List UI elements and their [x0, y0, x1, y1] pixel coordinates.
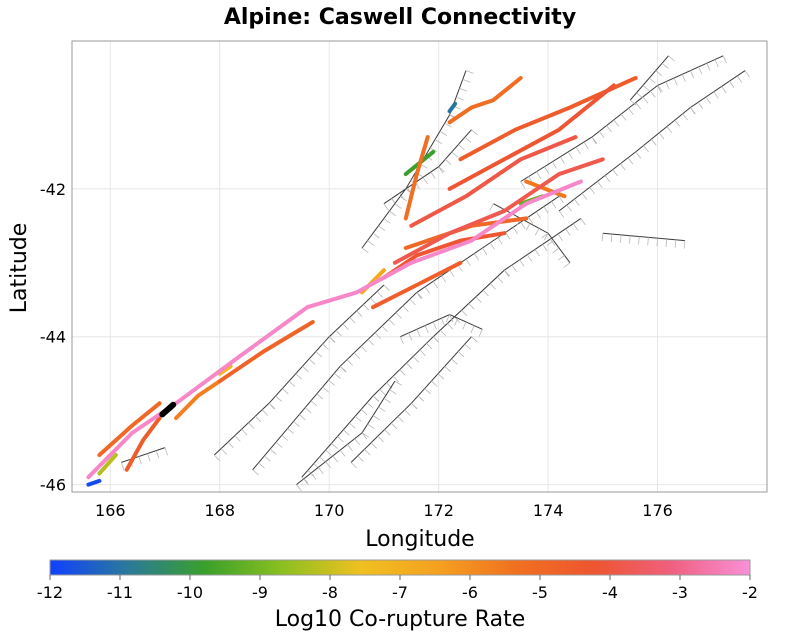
x-tick-label: 170: [314, 501, 345, 520]
corupture-fault: [403, 135, 430, 221]
background-fault: [350, 336, 478, 469]
colorbar-tick-label: -5: [532, 583, 548, 602]
background-fault: [296, 380, 402, 492]
colorbar: [49, 559, 751, 576]
x-tick-label: 176: [642, 501, 673, 520]
source-fault: [159, 401, 177, 418]
y-tick-label: -44: [40, 328, 66, 347]
colorbar-label: Log10 Co-rupture Rate: [275, 607, 526, 632]
colorbar-tick-label: -4: [602, 583, 618, 602]
x-tick-label: 166: [95, 501, 126, 520]
colorbar-tick-label: -11: [107, 583, 133, 602]
background-fault: [252, 195, 564, 476]
y-axis-label: Latitude: [7, 223, 32, 314]
background-fault: [301, 217, 586, 483]
corupture-fault: [174, 379, 222, 421]
background-fault: [213, 284, 390, 462]
y-tick-label: -42: [40, 180, 66, 199]
corupture-faults: [86, 76, 638, 487]
plot-frame: [71, 40, 768, 493]
background-fault: [361, 70, 474, 254]
colorbar-ticks: -12 -11 -10 -9 -8 -7 -6 -5 -4 -3 -2: [37, 575, 758, 602]
x-axis-label: Longitude: [365, 527, 474, 552]
colorbar-tick-label: -2: [742, 583, 758, 602]
x-tick-label: 172: [423, 501, 454, 520]
x-tick-label: 174: [533, 501, 564, 520]
corupture-fault: [86, 179, 583, 480]
chart-title: Alpine: Caswell Connectivity: [224, 5, 576, 30]
x-axis-ticks: 166 168 170 172 174 176: [95, 501, 673, 520]
corupture-fault: [124, 416, 162, 472]
colorbar-tick-label: -6: [462, 583, 478, 602]
colorbar-tick-label: -12: [37, 583, 63, 602]
corupture-fault: [217, 320, 315, 384]
colorbar-tick-label: -10: [177, 583, 203, 602]
colorbar-tick-label: -3: [672, 583, 688, 602]
corupture-fault: [97, 401, 162, 457]
source-fault-layer: [159, 401, 177, 418]
corupture-fault: [86, 478, 102, 487]
background-faults: [120, 55, 750, 492]
background-fault: [601, 232, 686, 249]
background-fault: [558, 70, 750, 218]
corupture-fault: [524, 179, 567, 199]
x-tick-label: 168: [204, 501, 235, 520]
corupture-fault: [447, 101, 458, 114]
corupture-fault: [447, 76, 523, 125]
background-fault: [520, 55, 727, 189]
corupture-fault: [409, 135, 578, 228]
corupture-fault: [371, 260, 463, 310]
plot-area: [72, 41, 767, 492]
corupture-fault: [392, 157, 605, 265]
y-tick-label: -46: [40, 476, 66, 495]
y-axis-ticks: -42 -44 -46: [40, 180, 66, 495]
colorbar-tick-label: -8: [322, 583, 338, 602]
colorbar-tick-label: -7: [392, 583, 408, 602]
background-fault: [629, 55, 675, 106]
colorbar-tick-label: -9: [252, 583, 268, 602]
corupture-fault: [217, 364, 233, 376]
corupture-fault: [447, 83, 616, 191]
corupture-fault: [97, 453, 118, 476]
background-fault: [399, 314, 483, 345]
